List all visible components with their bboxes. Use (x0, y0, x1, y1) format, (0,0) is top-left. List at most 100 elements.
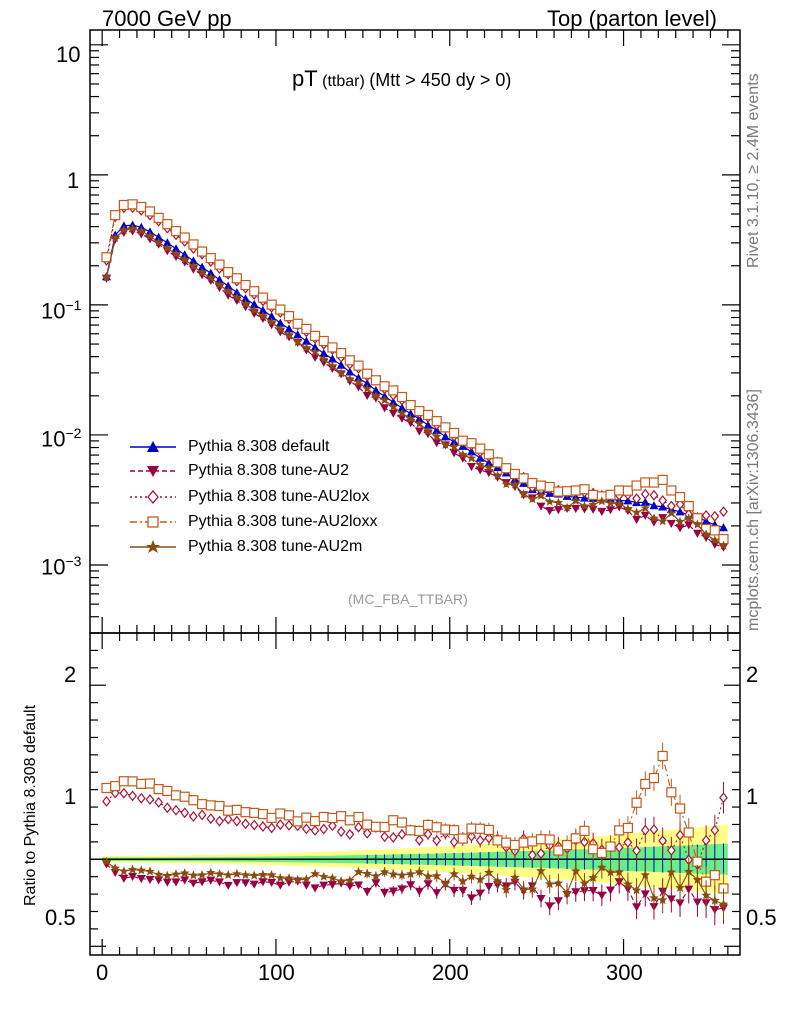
ratio-point (605, 867, 616, 877)
data-point (475, 459, 485, 469)
data-point (466, 453, 477, 463)
ratio-point (466, 894, 476, 903)
ratio-point (545, 902, 555, 911)
ratio-point (518, 837, 529, 848)
data-point (622, 485, 634, 496)
ratio-point (249, 880, 259, 889)
legend-swatch-au2m (130, 540, 176, 553)
data-point (188, 261, 199, 271)
data-point (492, 470, 503, 480)
ratio-point (162, 870, 173, 880)
data-point (396, 391, 408, 403)
ratio-point (232, 815, 242, 827)
ratio-point (492, 835, 503, 846)
ratio-point (362, 827, 372, 839)
data-point (327, 354, 337, 363)
data-point (388, 385, 399, 396)
data-point (327, 342, 338, 353)
ratio-point (527, 884, 538, 894)
data-point (362, 391, 372, 401)
ratio-point (345, 882, 355, 891)
ratio-point (710, 824, 720, 836)
ratio-point (223, 881, 233, 890)
ratio-point (466, 823, 477, 834)
data-point (379, 395, 390, 405)
ratio-point (223, 813, 233, 825)
ratio-point (657, 895, 668, 905)
ratio-point (657, 750, 668, 762)
data-point (266, 299, 277, 310)
data-point (206, 272, 216, 282)
ratio-point (128, 872, 138, 881)
ratio-point (336, 826, 346, 838)
ratio-point (719, 792, 728, 804)
data-point (623, 503, 633, 513)
data-point (397, 403, 407, 412)
process-label: Top (parton level) (547, 6, 717, 31)
y-tick-label: 1 (67, 168, 80, 193)
data-point (458, 449, 468, 459)
ratio-point (267, 878, 277, 887)
data-point (267, 311, 277, 320)
ratio-y-tick-label-right: 0.5 (746, 905, 777, 930)
ratio-point (423, 871, 433, 881)
ratio-point (432, 835, 442, 847)
data-point (527, 477, 538, 489)
ratio-point (414, 867, 425, 876)
ratio-point (527, 849, 537, 861)
legend-entry-au2: Pythia 8.308 tune-AU2 (128, 460, 458, 482)
data-point (110, 210, 121, 221)
ratio-point (571, 866, 581, 876)
ratio-point (241, 818, 250, 830)
ratio-point (457, 833, 468, 844)
data-point (457, 435, 468, 446)
ratio-point (354, 881, 364, 890)
data-point (597, 496, 607, 506)
data-point (719, 506, 728, 518)
data-point (501, 463, 512, 474)
data-point (431, 416, 442, 427)
data-point (432, 431, 442, 441)
data-point (249, 305, 259, 315)
data-point (475, 466, 485, 475)
data-point (648, 477, 660, 488)
ratio-point (328, 820, 337, 832)
data-point (153, 212, 164, 224)
data-point (319, 348, 329, 358)
data-point (388, 401, 398, 411)
legend-swatch-default (130, 441, 176, 452)
data-point (588, 489, 599, 501)
ratio-y-axis-label: Ratio to Pythia 8.308 default (22, 704, 39, 906)
ratio-point (632, 903, 642, 912)
ratio-point (371, 871, 381, 881)
data-point (231, 273, 242, 284)
ratio-point (718, 899, 729, 909)
data-point (666, 508, 677, 518)
ratio-y-tick-label: 0.5 (45, 905, 76, 930)
ratio-point (171, 804, 181, 816)
data-point (606, 506, 616, 515)
ratio-point (154, 796, 164, 808)
ratio-point (536, 848, 546, 860)
plot-title-main: pT (292, 66, 318, 91)
data-point (180, 258, 190, 267)
ratio-point (189, 810, 198, 822)
ratio-point (492, 876, 503, 885)
ratio-point (509, 839, 521, 851)
ratio-point (266, 812, 277, 824)
ratio-point (257, 808, 269, 820)
legend-swatch-au2lox (130, 489, 176, 505)
ratio-point (701, 834, 711, 846)
data-point (362, 368, 373, 379)
data-point (561, 486, 573, 497)
x-tick-label: 0 (96, 960, 109, 985)
data-point (640, 488, 650, 500)
data-point (553, 506, 563, 515)
data-point (405, 399, 416, 411)
data-point (240, 279, 251, 291)
ratio-point (232, 879, 242, 888)
ratio-point (597, 891, 607, 900)
ratio-point (110, 780, 121, 792)
ratio-point (223, 870, 233, 880)
